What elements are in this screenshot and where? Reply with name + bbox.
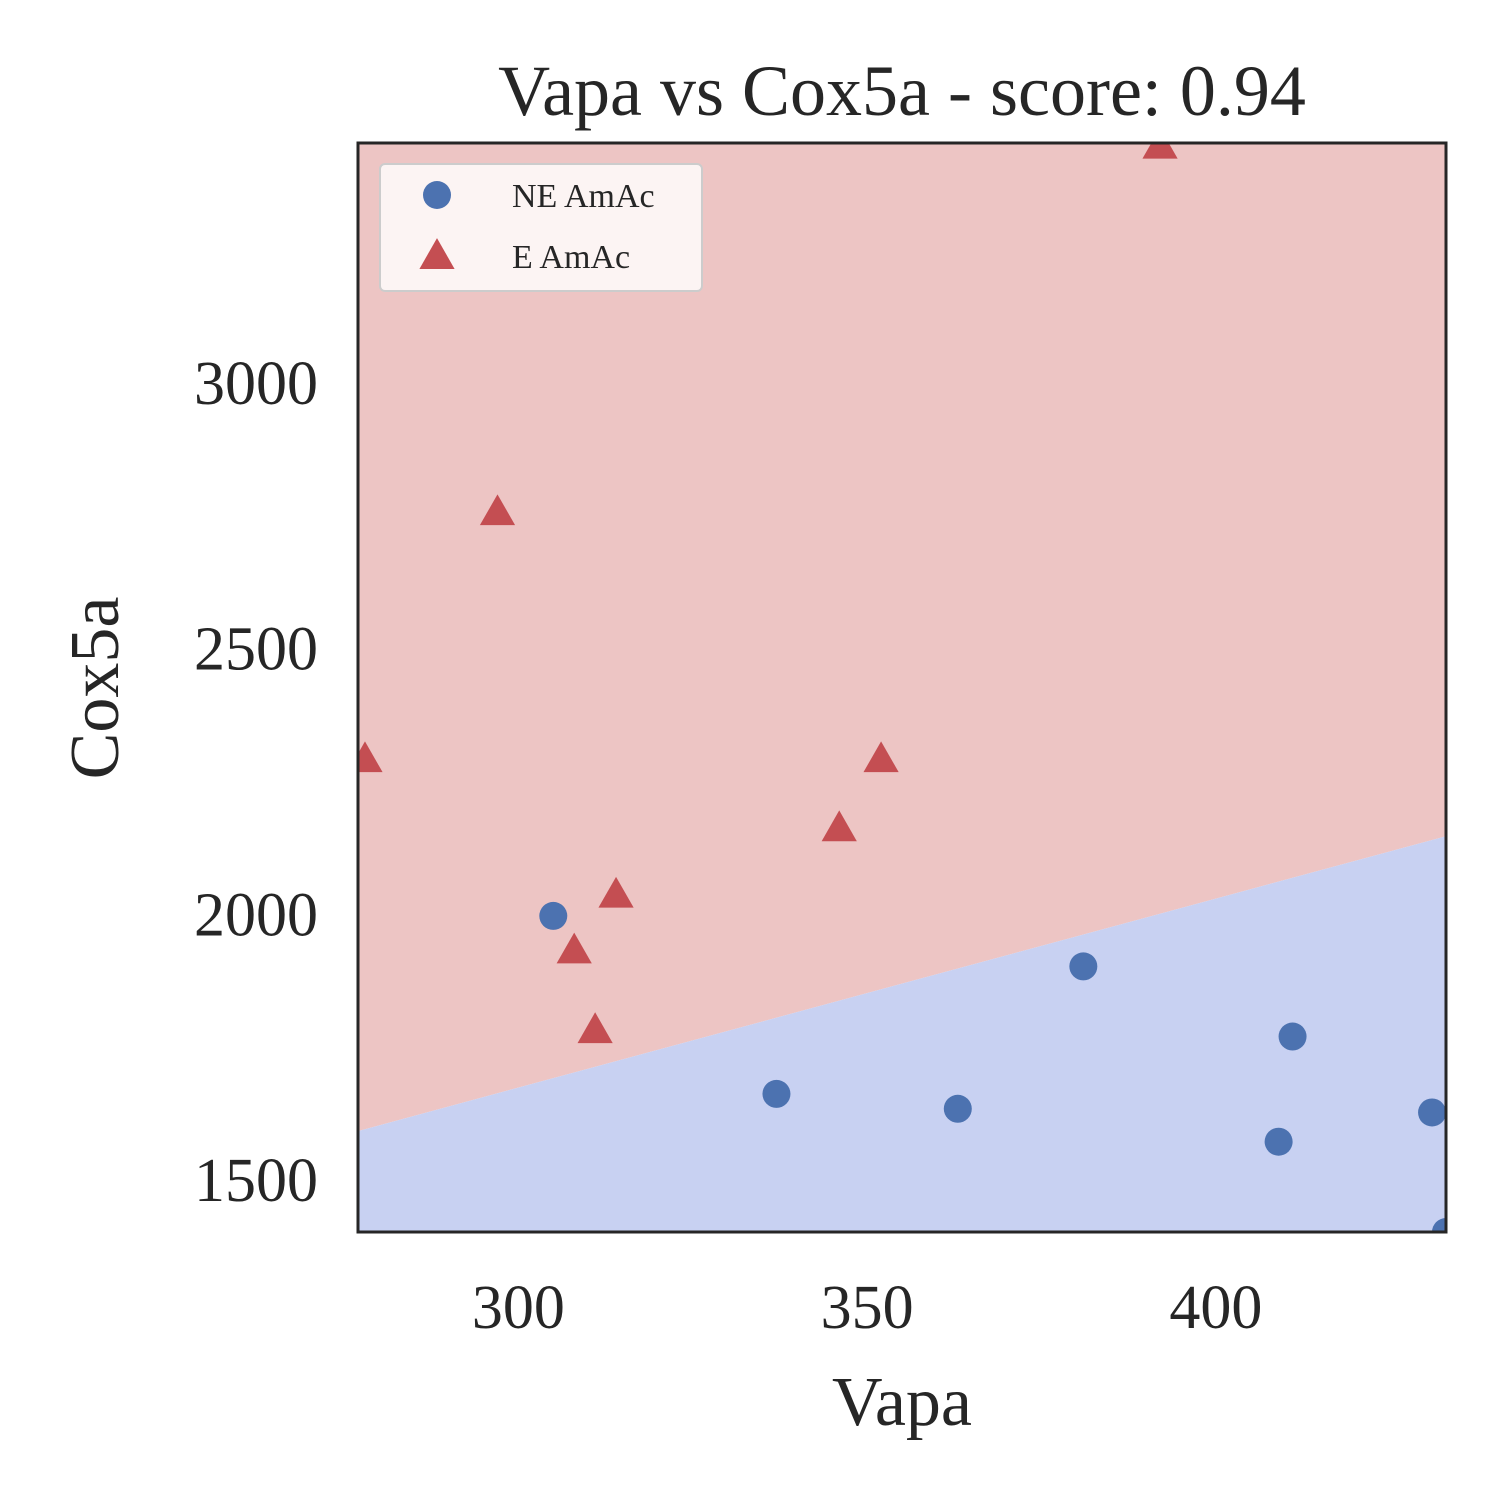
x-tick-label: 300: [472, 1274, 565, 1342]
x-axis-label: Vapa: [832, 1364, 972, 1441]
plot-frame: [356, 141, 1448, 1234]
data-point-e-amac: [821, 810, 857, 842]
x-ticks: 300 350 400: [472, 1274, 1262, 1342]
data-point-ne-amac: [943, 1094, 972, 1123]
data-point-e-amac: [556, 932, 592, 964]
x-tick-label: 350: [821, 1274, 914, 1342]
legend-label-ne-amac: NE AmAc: [512, 178, 655, 215]
y-tick-label: 1500: [194, 1147, 318, 1215]
decision-region-e-amac: [358, 143, 1446, 1132]
x-tick-label: 400: [1169, 1274, 1262, 1342]
legend: NE AmAc E AmAc: [379, 163, 703, 292]
data-point-e-amac: [1142, 143, 1178, 159]
y-ticks: 1500 2000 2500 3000: [194, 350, 318, 1215]
data-point-ne-amac: [1432, 1218, 1446, 1232]
y-tick-label: 3000: [194, 350, 318, 418]
data-point-ne-amac: [539, 901, 568, 930]
plot-area: [358, 143, 1446, 1232]
decision-region-ne-amac: [358, 836, 1446, 1232]
legend-label-e-amac: E AmAc: [512, 239, 630, 276]
data-point-ne-amac: [1418, 1098, 1446, 1127]
y-axis-label: Cox5a: [57, 597, 134, 780]
data-points: [358, 143, 1446, 1232]
data-point-ne-amac: [1278, 1022, 1307, 1051]
data-point-ne-amac: [1069, 952, 1098, 981]
chart-title: Vapa vs Cox5a - score: 0.94: [498, 51, 1306, 131]
legend-marker-e-amac: [419, 238, 455, 269]
data-point-e-amac: [863, 741, 899, 773]
data-point-e-amac: [479, 494, 516, 526]
y-tick-label: 2500: [194, 616, 318, 684]
data-point-ne-amac: [762, 1079, 791, 1108]
data-point-ne-amac: [1264, 1127, 1293, 1156]
legend-box: [379, 163, 703, 292]
data-point-e-amac: [598, 876, 634, 908]
data-point-e-amac: [577, 1012, 613, 1044]
y-tick-label: 2000: [194, 881, 318, 949]
legend-marker-ne-amac: [423, 181, 451, 209]
data-point-e-amac: [358, 741, 383, 773]
